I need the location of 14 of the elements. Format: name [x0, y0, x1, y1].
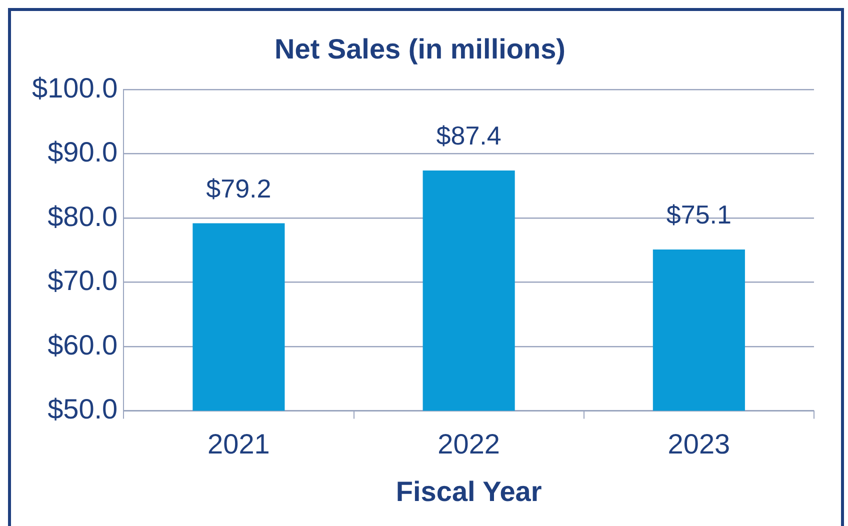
y-tick-label: $90.0 [48, 136, 118, 168]
data-label: $79.2 [206, 173, 272, 204]
data-label: $87.4 [436, 120, 502, 151]
y-tick-label: $80.0 [48, 200, 118, 232]
x-axis-title: Fiscal Year [396, 476, 542, 507]
y-tick-label: $100.0 [32, 72, 118, 104]
chart-title: Net Sales (in millions) [274, 34, 566, 65]
y-tick-label: $50.0 [48, 394, 118, 425]
x-tick-label: 2021 [208, 428, 270, 460]
y-tick-label: $70.0 [48, 265, 118, 296]
x-tick-label: 2022 [438, 428, 500, 460]
data-label: $75.1 [666, 200, 732, 230]
x-tick-label: 2023 [668, 428, 730, 460]
y-tick-label: $60.0 [48, 329, 118, 360]
